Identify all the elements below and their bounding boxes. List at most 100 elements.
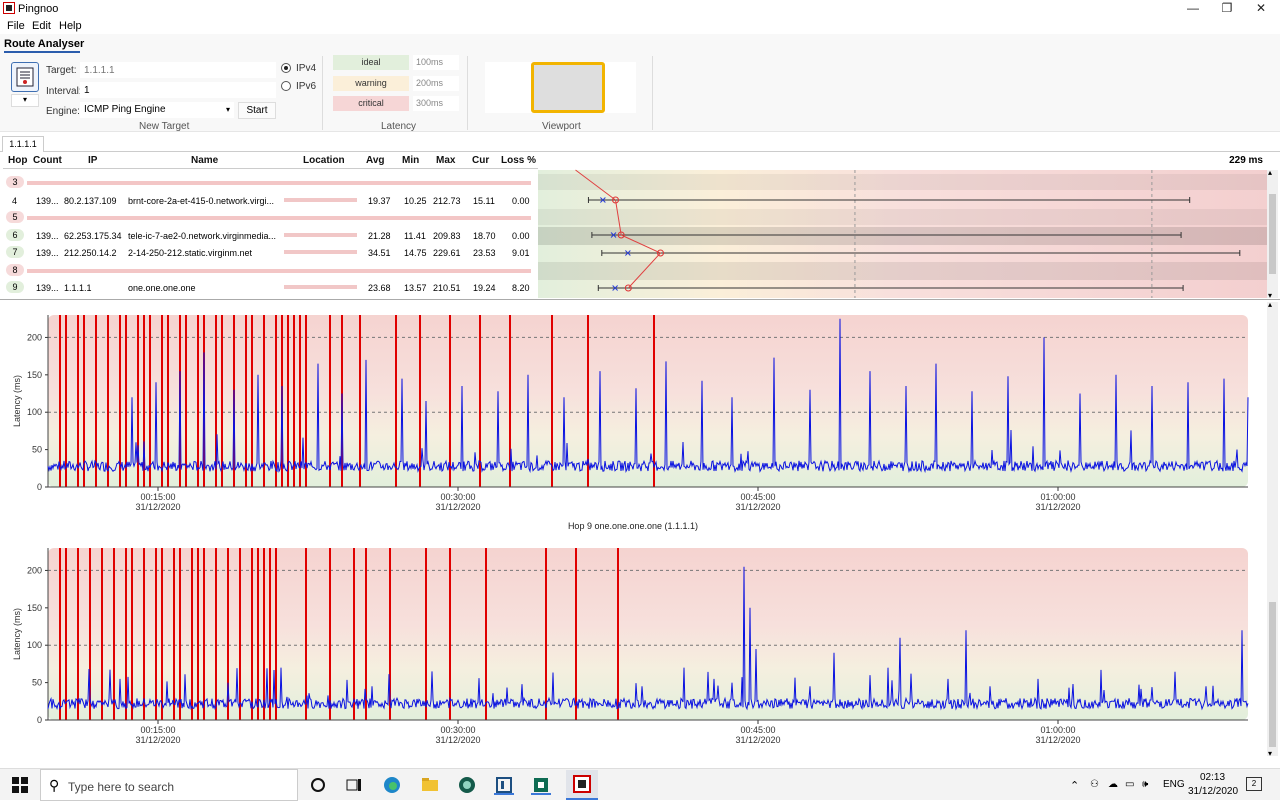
cell-min: 13.57	[404, 283, 427, 293]
ribbon-tab-route-analyser[interactable]: Route Analyser	[4, 38, 85, 50]
menu-help[interactable]: Help	[59, 20, 82, 32]
latency-critical-value[interactable]: 300ms	[413, 96, 459, 111]
start-button[interactable]: Start	[238, 102, 276, 119]
cell-min: 11.41	[404, 231, 426, 241]
latency-plots: 0 50 100 150 200 Latency (ms) 00:15:00 31/12/20…	[0, 299, 1280, 757]
route-scrollbar[interactable]: ▴ ▾	[1267, 168, 1278, 300]
tray-people-icon[interactable]: ⚇	[1090, 779, 1099, 790]
x-tick-time-label: 00:45:00	[740, 492, 775, 502]
edge-browser-icon[interactable]	[382, 775, 402, 795]
tray-time[interactable]: 02:13	[1200, 772, 1226, 783]
engine-select-value: ICMP Ping Engine	[84, 104, 166, 115]
latency-ideal-value[interactable]: 100ms	[413, 55, 459, 70]
engine-select[interactable]: ICMP Ping Engine ▾	[80, 102, 234, 118]
table-row-missing[interactable]: 5	[3, 209, 538, 226]
route-average-marker	[656, 249, 664, 257]
task-view-icon[interactable]	[344, 775, 364, 795]
cell-avg: 21.28	[368, 231, 391, 241]
notification-icon[interactable]: 2	[1246, 777, 1262, 791]
chevron-up-icon[interactable]: ▴	[1268, 300, 1273, 309]
tray-cloud-icon[interactable]: ☁	[1108, 779, 1118, 790]
ipv4-radio[interactable]	[281, 63, 291, 73]
viewport-handle[interactable]	[531, 62, 605, 113]
cell-cur: 18.70	[473, 231, 496, 241]
viewport-preview[interactable]	[485, 62, 636, 113]
table-row-missing[interactable]: 8	[3, 262, 538, 279]
maximize-button[interactable]: ❐	[1221, 1, 1233, 15]
windows-start-icon[interactable]	[10, 775, 30, 795]
cortana-icon[interactable]	[308, 775, 328, 795]
column-header-name[interactable]: Name	[191, 155, 219, 166]
cell-ip: 212.250.14.2	[64, 248, 117, 258]
cell-location-bar	[284, 285, 357, 289]
table-row[interactable]: 9 139... 1.1.1.1 one.one.one.one 23.68 1…	[3, 279, 538, 296]
tray-chevron-up-icon[interactable]: ⌃	[1070, 780, 1080, 792]
route-average-marker	[624, 284, 632, 292]
new-target-dropdown-icon[interactable]: ▾	[11, 94, 39, 107]
scrollbar-thumb[interactable]	[1269, 602, 1276, 747]
close-button[interactable]: ✕	[1255, 1, 1267, 15]
chevron-down-icon[interactable]: ▾	[1268, 291, 1273, 300]
target-input[interactable]	[80, 62, 276, 78]
taskbar-app-icon[interactable]	[531, 775, 551, 795]
latency-ideal-swatch[interactable]: ideal	[333, 55, 409, 70]
column-header-cur[interactable]: Cur	[472, 155, 490, 166]
ribbon-separator	[652, 56, 653, 130]
column-header-location[interactable]: Location	[303, 155, 345, 166]
table-row[interactable]: 7 139... 212.250.14.2 2-14-250-212.stati…	[3, 244, 538, 261]
plots-scrollbar[interactable]: ▴ ▾	[1267, 300, 1278, 758]
column-header-count[interactable]: Count	[33, 155, 62, 166]
menu-edit[interactable]: Edit	[32, 20, 51, 32]
route-scale-label: 229 ms	[1229, 155, 1263, 166]
plot-title: Hop 9 one.one.one.one (1.1.1.1)	[568, 521, 698, 531]
plot-background	[48, 315, 1248, 487]
cell-ip: 62.253.175.34	[64, 231, 122, 241]
cell-count: 139...	[36, 283, 59, 293]
cell-count: 139...	[36, 196, 59, 206]
cell-loss: 8.20	[512, 283, 530, 293]
route-average-line	[575, 169, 662, 289]
taskbar-search[interactable]: ⚲ Type here to search	[40, 769, 298, 801]
interval-input[interactable]	[80, 82, 276, 98]
table-row-missing[interactable]: 3	[3, 174, 538, 191]
column-header-avg[interactable]: Avg	[366, 155, 385, 166]
x-tick-date-label: 31/12/2020	[435, 502, 480, 512]
taskbar-app-icon[interactable]	[457, 775, 477, 795]
scrollbar-thumb[interactable]	[1269, 194, 1276, 274]
tray-date[interactable]: 31/12/2020	[1188, 786, 1239, 797]
latency-series-line	[47, 318, 1249, 474]
new-target-icon[interactable]	[11, 62, 39, 92]
latency-warning-swatch[interactable]: warning	[333, 76, 409, 91]
latency-warning-value[interactable]: 200ms	[413, 76, 459, 91]
hop-table: Hop Count IP Name Location Avg Min Max C…	[3, 152, 538, 298]
column-header-hop[interactable]: Hop	[8, 155, 28, 166]
minimize-button[interactable]: —	[1187, 1, 1199, 15]
file-explorer-icon[interactable]	[420, 775, 440, 795]
latency-critical-swatch[interactable]: critical	[333, 96, 409, 111]
x-tick-time-label: 01:00:00	[1040, 492, 1075, 502]
ipv6-radio[interactable]	[281, 81, 291, 91]
column-header-ip[interactable]: IP	[88, 155, 98, 166]
menu-file[interactable]: File	[7, 20, 25, 32]
x-tick-date-label: 31/12/2020	[1035, 502, 1080, 512]
ipv6-label: IPv6	[296, 81, 317, 92]
tray-volume-icon[interactable]: 🕪	[1142, 779, 1149, 790]
engine-label: Engine:	[46, 106, 80, 117]
chevron-down-icon[interactable]: ▾	[1268, 749, 1273, 758]
ribbon-separator	[322, 56, 323, 130]
hop-number: 7	[6, 246, 24, 258]
tray-language[interactable]: ENG	[1163, 779, 1185, 790]
route-latency-graph[interactable]: 229 ms	[538, 152, 1267, 298]
new-target-group-label: New Target	[139, 121, 190, 132]
column-header-min[interactable]: Min	[402, 155, 420, 166]
tray-network-icon[interactable]: ▭	[1125, 779, 1135, 790]
column-header-loss[interactable]: Loss %	[501, 155, 537, 166]
column-header-max[interactable]: Max	[436, 155, 456, 166]
taskbar-app-icon[interactable]	[494, 775, 514, 795]
table-row[interactable]: 4 139... 80.2.137.109 brnt-core-2a-et-41…	[3, 192, 538, 209]
chevron-up-icon[interactable]: ▴	[1268, 168, 1273, 177]
table-row[interactable]: 6 139... 62.253.175.34 tele-ic-7-ae2-0.n…	[3, 227, 538, 244]
tab-target[interactable]: 1.1.1.1	[2, 136, 44, 152]
pingnoo-taskbar-icon[interactable]	[566, 770, 598, 800]
